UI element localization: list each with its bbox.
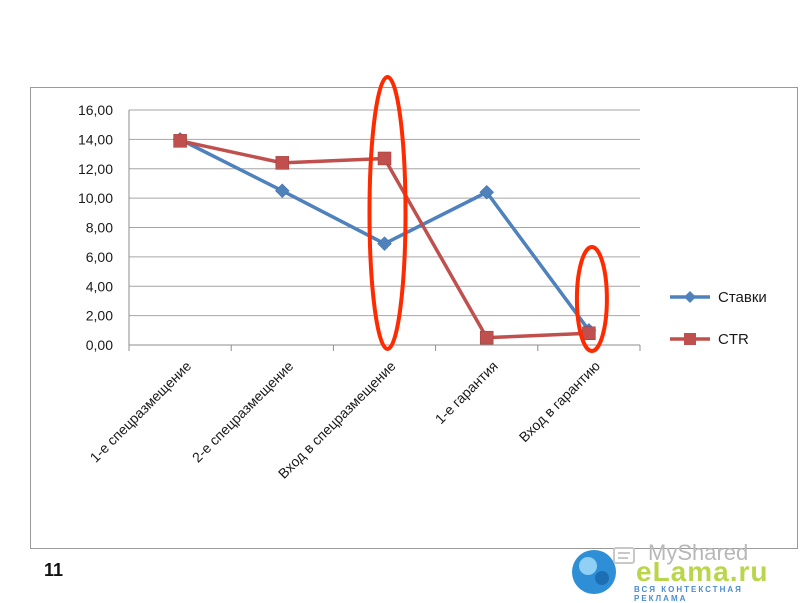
legend-marker-diamond xyxy=(684,291,696,303)
y-tick-label: 12,00 xyxy=(78,161,113,177)
y-tick-label: 14,00 xyxy=(78,131,113,147)
brand-logo-icon xyxy=(572,547,635,594)
slide-number: 11 xyxy=(44,560,64,580)
brand-name: eLama.ru xyxy=(636,556,769,587)
series-line-0 xyxy=(179,137,591,332)
y-tick-label: 10,00 xyxy=(78,190,113,206)
x-category-label: 1-е спецразмещение xyxy=(87,358,195,466)
y-tick-label: 4,00 xyxy=(86,278,113,294)
y-tick-label: 16,00 xyxy=(78,102,113,118)
x-category-label: 2-е спецразмещение xyxy=(189,358,297,466)
data-point-square xyxy=(275,156,290,170)
x-category-label: Вход в спецразмещение xyxy=(275,358,399,482)
data-point-diamond xyxy=(274,183,290,199)
highlight-ellipse xyxy=(574,245,609,353)
data-point-diamond xyxy=(479,184,495,200)
chart-frame xyxy=(30,87,798,549)
legend-label: CTR xyxy=(718,331,749,348)
y-tick-label: 6,00 xyxy=(86,249,113,265)
x-category-label: Вход в гарантию xyxy=(516,358,603,445)
y-tick-label: 8,00 xyxy=(86,220,113,236)
data-point-diamond xyxy=(377,236,392,252)
highlight-ellipse xyxy=(367,75,408,351)
x-category-label: 1-е гарантия xyxy=(432,358,501,427)
legend-label: Ставки xyxy=(718,289,767,306)
brand-tagline: ВСЯ КОНТЕКСТНАЯ РЕКЛАМА xyxy=(634,585,743,603)
watermark-text: MyShared xyxy=(648,540,749,565)
data-point-square xyxy=(582,326,596,340)
data-point-square xyxy=(479,330,494,345)
data-point-square xyxy=(173,134,187,148)
data-point-square xyxy=(377,151,392,166)
legend-marker-square xyxy=(684,333,696,345)
y-tick-label: 0,00 xyxy=(86,337,113,353)
y-tick-label: 2,00 xyxy=(86,308,113,324)
